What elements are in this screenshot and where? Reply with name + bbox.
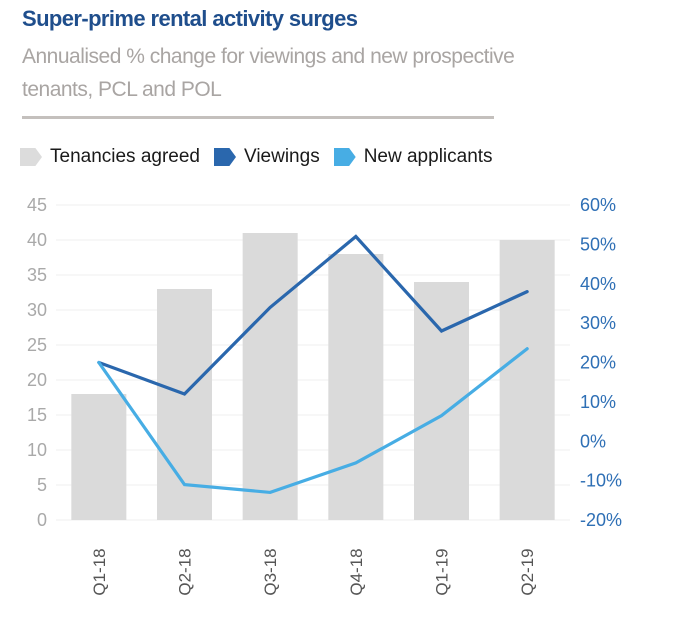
x-axis-tick: Q4-18 — [347, 548, 366, 595]
title-divider — [22, 116, 494, 119]
bar-tenancies-agreed — [242, 233, 298, 520]
left-axis-tick: 45 — [27, 195, 47, 215]
left-axis-tick: 10 — [27, 440, 47, 460]
legend-swatch-tenancies — [20, 148, 42, 166]
right-axis-tick: 20% — [580, 353, 616, 373]
left-axis-tick: 5 — [37, 475, 47, 495]
left-axis-tick: 35 — [27, 265, 47, 285]
chart-subtitle: Annualised % change for viewings and new… — [22, 45, 515, 101]
legend: Tenancies agreed Viewings New applicants — [20, 146, 507, 168]
right-axis-tick: 0% — [580, 431, 606, 451]
right-axis-tick: 10% — [580, 392, 616, 412]
x-axis-tick: Q1-18 — [90, 548, 109, 595]
left-axis-tick: 0 — [37, 510, 47, 530]
legend-swatch-viewings — [214, 148, 236, 166]
legend-item-viewings: Viewings — [214, 146, 320, 168]
right-axis-tick: -10% — [580, 471, 622, 491]
legend-item-tenancies: Tenancies agreed — [20, 146, 200, 168]
bar-tenancies-agreed — [499, 240, 555, 520]
line-new-applicants — [97, 347, 529, 495]
x-axis-tick: Q2-19 — [518, 548, 537, 595]
right-axis-tick: 30% — [580, 313, 616, 333]
right-axis-tick: 40% — [580, 274, 616, 294]
chart-title: Super-prime rental activity surges — [22, 6, 358, 31]
legend-label-tenancies: Tenancies agreed — [50, 146, 200, 167]
legend-item-new-applicants: New applicants — [333, 146, 493, 168]
left-axis-tick: 25 — [27, 335, 47, 355]
right-axis-tick: 50% — [580, 234, 616, 254]
x-axis-tick: Q2-18 — [176, 548, 195, 595]
bar-tenancies-agreed — [328, 254, 384, 520]
right-axis-tick: 60% — [580, 195, 616, 215]
line-viewings — [97, 234, 529, 396]
bar-tenancies-agreed — [157, 289, 212, 520]
left-axis-tick: 30 — [27, 300, 47, 320]
left-axis-tick: 15 — [27, 405, 47, 425]
legend-swatch-new-applicants — [333, 148, 356, 166]
left-axis-tick: 40 — [27, 230, 47, 250]
legend-label-viewings: Viewings — [244, 146, 320, 167]
x-axis-tick: Q3-18 — [261, 548, 280, 595]
bar-tenancies-agreed — [71, 394, 127, 520]
right-axis-tick: -20% — [580, 510, 622, 530]
legend-label-new-applicants: New applicants — [363, 146, 493, 167]
x-axis-tick: Q1-19 — [433, 548, 452, 595]
left-axis-tick: 20 — [27, 370, 47, 390]
